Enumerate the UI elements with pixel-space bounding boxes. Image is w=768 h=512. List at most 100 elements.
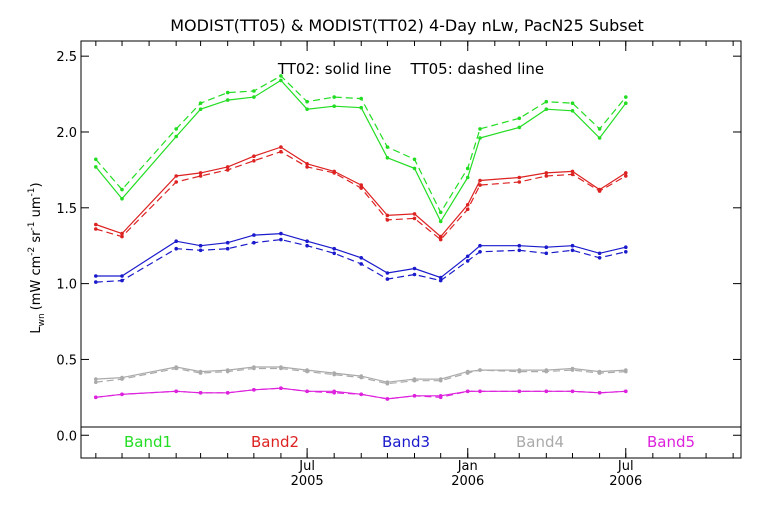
point-band1-tt02	[198, 107, 203, 111]
point-band1-tt05	[252, 89, 256, 93]
point-band2-tt05	[544, 174, 549, 178]
point-band1-tt05	[359, 96, 364, 101]
point-band4-tt05	[465, 371, 470, 375]
point-band3-tt05	[252, 240, 256, 245]
point-band5-tt05	[412, 394, 417, 398]
point-band5-tt05	[174, 389, 178, 394]
point-band3-tt05	[279, 237, 283, 242]
point-band5-tt05	[597, 391, 602, 395]
point-band1-tt02	[517, 125, 522, 130]
point-band1-tt05	[438, 210, 443, 215]
point-band2-tt05	[478, 183, 482, 187]
series-band3-tt05-line	[95, 238, 626, 283]
point-band4-tt05	[305, 369, 309, 374]
point-band3-tt05	[624, 250, 628, 254]
point-band3-tt02	[198, 243, 203, 248]
plot-frame	[80, 40, 742, 459]
point-band2-tt05	[385, 218, 390, 222]
x-tick-label-month: Jul	[298, 459, 315, 474]
point-band2-tt02	[279, 145, 283, 149]
point-band3-tt05	[478, 250, 482, 254]
point-band3-tt05	[120, 278, 124, 283]
point-band4-tt05	[120, 377, 124, 381]
legend-band2: Band2	[251, 433, 299, 451]
point-band2-tt02	[465, 203, 470, 207]
point-band5-tt05	[517, 389, 522, 394]
point-band3-tt05	[438, 278, 443, 283]
point-band3-tt05	[385, 277, 390, 281]
point-band3-tt02	[597, 251, 602, 256]
point-band1-tt05	[279, 74, 283, 78]
point-band3-tt05	[359, 262, 364, 266]
point-band1-tt02	[478, 136, 482, 140]
point-band2-tt05	[174, 180, 178, 184]
point-band2-tt02	[252, 154, 256, 158]
point-band1-tt05	[225, 90, 230, 95]
point-band4-tt05	[94, 380, 98, 385]
point-band1-tt02	[332, 104, 337, 108]
point-band1-tt02	[570, 109, 575, 113]
point-band2-tt05	[597, 189, 602, 193]
point-band1-tt05	[478, 127, 482, 131]
point-band5-tt05	[279, 386, 283, 391]
point-band5-tt05	[570, 389, 575, 394]
point-band5-tt05	[438, 395, 443, 400]
point-band1-tt02	[624, 101, 628, 105]
x-tick-label-year: 2006	[451, 474, 484, 489]
point-band3-tt02	[517, 243, 522, 248]
point-band3-tt02	[478, 243, 482, 248]
point-band4-tt05	[252, 366, 256, 371]
point-band5-tt05	[478, 389, 482, 394]
series-band2-tt05-line	[95, 151, 627, 241]
point-band3-tt02	[252, 233, 256, 237]
point-band3-tt02	[624, 245, 628, 249]
series-band3-tt02-line	[95, 232, 626, 279]
point-band5-tt05	[252, 388, 256, 392]
point-band2-tt05	[570, 172, 575, 177]
chart-title: MODIST(TT05) & MODIST(TT02) 4-Day nLw, P…	[170, 16, 643, 35]
point-band2-tt02	[120, 231, 124, 236]
point-band3-tt05	[174, 246, 178, 251]
point-band5-tt05	[385, 397, 390, 401]
point-band1-tt05	[517, 116, 522, 121]
point-band2-tt05	[252, 159, 256, 163]
point-band1-tt02	[174, 134, 178, 139]
point-band2-tt02	[517, 175, 522, 180]
point-band4-tt05	[225, 369, 230, 374]
point-band1-tt05	[597, 127, 602, 131]
point-band1-tt05	[544, 99, 549, 104]
point-band1-tt05	[465, 166, 470, 171]
point-band2-tt02	[624, 171, 628, 175]
point-band5-tt05	[305, 389, 309, 394]
point-band2-tt02	[225, 165, 230, 169]
point-band1-tt05	[624, 95, 628, 99]
legend-band4: Band4	[516, 433, 564, 451]
point-band4-tt05	[385, 381, 390, 386]
y-tick-label: 1.5	[56, 202, 77, 217]
point-band1-tt05	[570, 101, 575, 105]
point-band5-tt05	[624, 389, 628, 394]
point-band3-tt05	[597, 255, 602, 260]
point-band2-tt02	[94, 222, 98, 227]
point-band1-tt05	[174, 127, 178, 131]
series-band5-tt05-line	[95, 387, 626, 400]
point-band1-tt02	[597, 136, 602, 140]
point-band1-tt05	[412, 157, 417, 162]
point-band3-tt05	[332, 251, 337, 256]
legend-band5: Band5	[647, 433, 695, 451]
point-band1-tt02	[412, 166, 417, 171]
y-tick-label: 0.0	[56, 429, 77, 444]
point-band5-tt05	[359, 392, 364, 397]
point-band1-tt02	[279, 78, 283, 83]
point-band1-tt02	[252, 95, 256, 99]
x-tick-label-year: 2006	[609, 474, 642, 489]
point-band3-tt02	[94, 274, 98, 278]
point-band5-tt05	[332, 391, 337, 395]
chart-subtitle: TT02: solid line TT05: dashed line	[277, 60, 544, 78]
point-band1-tt02	[544, 107, 549, 111]
point-band3-tt05	[94, 280, 98, 284]
point-band1-tt02	[225, 98, 230, 102]
point-band1-tt05	[332, 95, 337, 99]
point-band3-tt02	[359, 255, 364, 260]
